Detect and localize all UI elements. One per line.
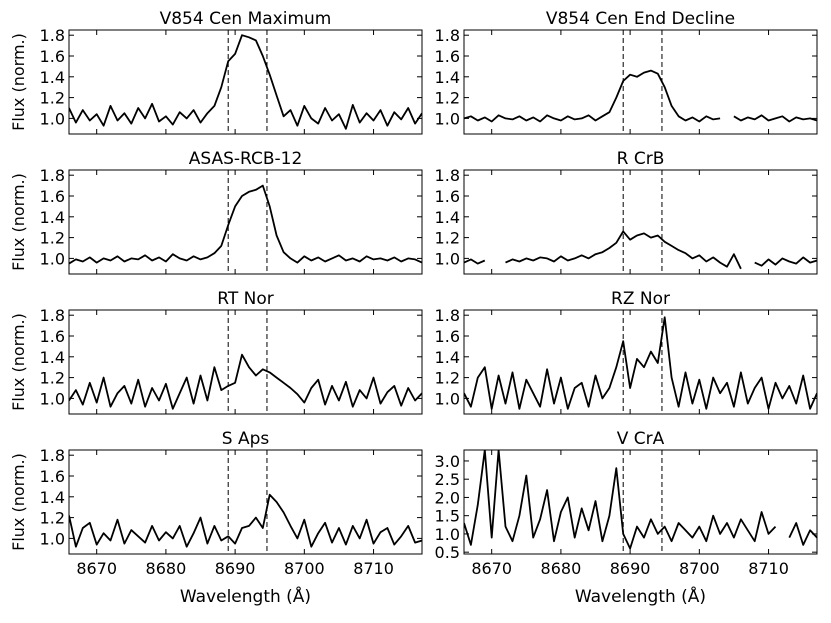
y-tick-label: 1.4 [40,208,65,227]
x-tick-label: 8710 [353,559,394,578]
y-tick-label: 1.8 [40,446,65,465]
y-tick-label: 1.2 [435,229,460,248]
y-tick-label: 1.2 [435,89,460,108]
axes-frame [68,309,423,415]
y-tick-label: 1.6 [435,187,460,206]
spectrum-line [69,353,422,410]
panel-6: RZ Nor 1.01.2 1.4 1.6 1.8 [435,289,818,415]
y-tick-label: 1.0 [40,529,65,548]
y-axis-label: Flux (norm.) [9,313,28,411]
y-tick-label: 1.8 [435,306,460,325]
y-tick-label: 1.6 [40,467,65,486]
x-tick-label: 8690 [215,559,256,578]
panel-5: RT Nor 1.01.2 1.4 1.6 1.8 Flux (norm.) [9,289,423,415]
axes-frame [68,29,423,135]
y-tick-label: 1.6 [40,47,65,66]
panel-title: RZ Nor [611,289,670,309]
y-tick-label: 1.5 [435,507,460,526]
spectrum-line [69,34,422,130]
spectrum-line [69,184,422,265]
spectrum-line [464,316,817,410]
panel-title: V CrA [617,429,665,449]
y-tick-label: 1.8 [435,26,460,45]
panel-title: V854 Cen End Decline [546,9,735,29]
y-tick-label: 1.4 [40,348,65,367]
y-tick-label: 1.6 [435,327,460,346]
x-axis-label: Wavelength (Å) [180,585,311,607]
x-tick-label: 8710 [748,559,789,578]
x-tick-label: 8670 [76,559,117,578]
axes-frame [463,29,818,135]
y-axis-label: Flux (norm.) [9,453,28,551]
y-tick-label: 1.6 [40,187,65,206]
y-tick-label: 1.4 [435,68,460,87]
axes-frame [68,169,423,275]
y-tick-label: 1.4 [40,488,65,507]
panel-title: ASAS-RCB-12 [189,149,303,169]
y-tick-label: 1.4 [40,68,65,87]
y-tick-label: 1.2 [435,369,460,388]
x-tick-label: 8680 [541,559,582,578]
spectrum-line [464,69,817,123]
x-tick-label: 8690 [610,559,651,578]
axes-frame [463,449,818,555]
y-tick-label: 1.4 [435,348,460,367]
y-tick-label: 1.6 [435,47,460,66]
panel-title: S Aps [222,429,270,449]
y-tick-label: 1.8 [40,26,65,45]
panel-1: V854 Cen Maximum 1.01.2 1.4 1.6 1.8 Flux (nor… [9,9,423,135]
y-tick-label: 1.0 [435,389,460,408]
y-tick-label: 1.2 [40,369,65,388]
y-axis-label: Flux (norm.) [9,173,28,271]
y-tick-label: 1.0 [435,249,460,268]
y-tick-label: 0.5 [435,543,460,562]
panel-title: R CrB [617,149,665,169]
spectrum-line [464,230,817,270]
panel-7: S Aps 1.01.2 1.4 1.6 1.8 8670 8680 8690 8700 8710… [9,429,423,607]
x-tick-label: 8700 [284,559,325,578]
panel-title: RT Nor [217,289,273,309]
panel-title: V854 Cen Maximum [160,9,332,29]
y-tick-label: 1.2 [40,89,65,108]
y-tick-label: 1.6 [40,327,65,346]
panel-8: V CrA 0.51.01.52.02.53.0 8670 8680 8690 8700 8… [435,429,818,607]
x-tick-label: 8700 [679,559,720,578]
y-tick-label: 2.5 [435,470,460,489]
spectrum-line [69,493,422,548]
panel-2: V854 Cen End Decline 1.01.2 1.4 1.6 1.8 [435,9,818,135]
y-tick-label: 1.2 [40,509,65,528]
x-tick-label: 8670 [471,559,512,578]
y-tick-label: 1.0 [40,249,65,268]
panel-3: ASAS-RCB-12 1.01.2 1.4 1.6 1.8 Flux (norm.) [9,149,423,275]
y-tick-label: 3.0 [435,452,460,471]
y-tick-label: 1.0 [40,109,65,128]
x-tick-label: 8680 [146,559,187,578]
y-tick-label: 1.2 [40,229,65,248]
axes-frame [463,309,818,415]
y-tick-label: 1.8 [435,166,460,185]
x-axis-label: Wavelength (Å) [575,585,706,607]
y-axis-label: Flux (norm.) [9,33,28,131]
y-tick-label: 1.8 [40,166,65,185]
y-tick-label: 1.0 [435,525,460,544]
panel-4: R CrB 1.01.2 1.4 1.6 1.8 [435,149,818,275]
y-tick-label: 2.0 [435,488,460,507]
y-tick-label: 1.0 [40,389,65,408]
axes-frame [68,449,423,555]
y-tick-label: 1.0 [435,109,460,128]
axes-frame [463,169,818,275]
y-tick-label: 1.8 [40,306,65,325]
y-tick-label: 1.4 [435,208,460,227]
spectrum-line [464,450,817,550]
